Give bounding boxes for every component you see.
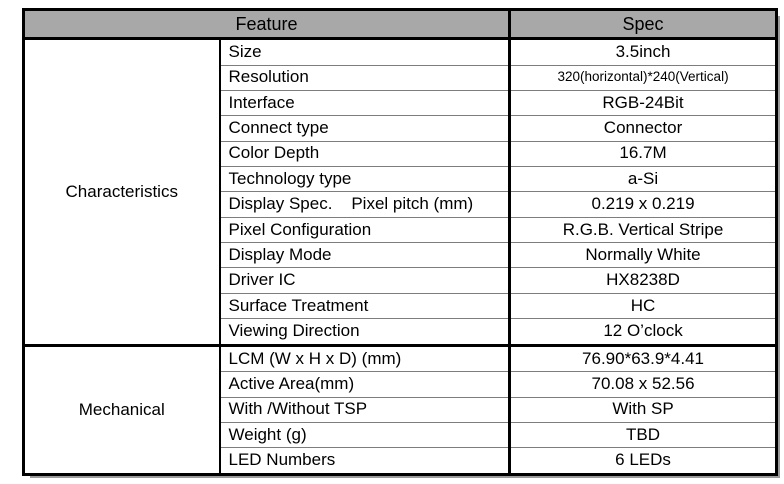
feature-cell: Size — [219, 38, 512, 66]
feature-cell: Technology type — [219, 165, 512, 192]
feature-cell: Color Depth — [219, 140, 512, 167]
table-row: Interface RGB-24Bit — [24, 89, 777, 116]
table-row: Viewing Direction 12 O’clock — [24, 318, 777, 346]
feature-cell: Display Spec. Pixel pitch (mm) — [219, 191, 512, 218]
table-row: LED Numbers 6 LEDs — [24, 447, 777, 475]
feature-cell: Connect type — [219, 115, 512, 142]
spec-cell: a-Si — [509, 165, 777, 192]
table-header: Feature Spec — [23, 9, 777, 40]
section-label: Characteristics — [23, 38, 221, 346]
feature-cell: Active Area(mm) — [219, 371, 512, 398]
feature-cell: Driver IC — [219, 267, 512, 294]
spec-cell: 6 LEDs — [509, 447, 777, 475]
table-row: Mechanical LCM (W x H x D) (mm) 76.90*63.9… — [23, 343, 777, 475]
feature-cell: Resolution — [219, 64, 512, 91]
feature-cell: Surface Treatment — [219, 292, 512, 319]
spec-cell: 70.08 x 52.56 — [509, 371, 777, 398]
feature-cell: Weight (g) — [219, 421, 512, 448]
spec-table: Feature Spec Characteristics Size 3.5inch R… — [22, 8, 779, 476]
table-row: Resolution 320(horizontal)*240(Vertical) — [24, 64, 777, 91]
spec-cell: RGB-24Bit — [509, 89, 777, 116]
spec-cell: R.G.B. Vertical Stripe — [509, 216, 777, 243]
table-body: Characteristics Size 3.5inch Resolution 320(… — [23, 38, 777, 475]
feature-cell: Viewing Direction — [219, 318, 512, 346]
spec-cell: TBD — [509, 421, 777, 448]
spec-cell: 3.5inch — [509, 38, 777, 66]
table-row: Display Mode Normally White — [24, 242, 777, 268]
feature-cell: Interface — [219, 89, 512, 116]
spec-cell: 0.219 x 0.219 — [509, 191, 777, 218]
feature-cell: With /Without TSP — [219, 396, 512, 423]
spec-cell: Normally White — [509, 242, 777, 268]
feature-cell: LED Numbers — [219, 447, 512, 475]
spec-cell: 12 O’clock — [509, 318, 777, 346]
feature-column-header: Feature — [23, 9, 512, 40]
spec-cell: HC — [509, 292, 777, 319]
spec-cell: HX8238D — [509, 267, 777, 294]
feature-cell: Display Mode — [219, 242, 512, 268]
table-row: Weight (g) TBD — [24, 421, 777, 448]
section-label: Mechanical — [23, 343, 221, 475]
table-row: Characteristics Size 3.5inch — [23, 38, 777, 346]
table-row: Surface Treatment HC — [24, 292, 777, 319]
spec-cell: With SP — [509, 396, 777, 423]
table-row: Driver IC HX8238D — [24, 267, 777, 294]
table-row: Active Area(mm) 70.08 x 52.56 — [24, 371, 777, 398]
feature-cell: LCM (W x H x D) (mm) — [219, 343, 512, 372]
header-row: Feature Spec — [23, 9, 777, 40]
feature-cell: Pixel Configuration — [219, 216, 512, 243]
spec-cell: Connector — [509, 115, 777, 142]
table-row: With /Without TSP With SP — [24, 396, 777, 423]
table-row: Connect type Connector — [24, 115, 777, 142]
table-row: Technology type a-Si — [24, 165, 777, 192]
table-row: Pixel Configuration R.G.B. Vertical Strip… — [24, 216, 777, 243]
table-row: Display Spec. Pixel pitch (mm) 0.219 x 0.… — [24, 191, 777, 218]
spec-cell: 76.90*63.9*4.41 — [509, 343, 777, 372]
spec-cell: 16.7M — [509, 140, 777, 167]
spec-column-header: Spec — [509, 9, 777, 40]
spec-cell: 320(horizontal)*240(Vertical) — [509, 64, 777, 91]
table-row: Color Depth 16.7M — [24, 140, 777, 167]
